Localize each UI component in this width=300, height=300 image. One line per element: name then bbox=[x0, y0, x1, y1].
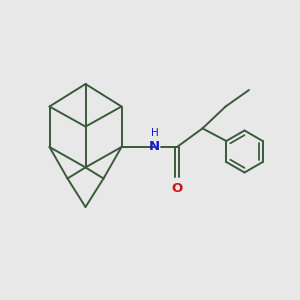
Text: N: N bbox=[149, 140, 160, 154]
Text: H: H bbox=[151, 128, 158, 138]
Text: O: O bbox=[171, 182, 183, 195]
